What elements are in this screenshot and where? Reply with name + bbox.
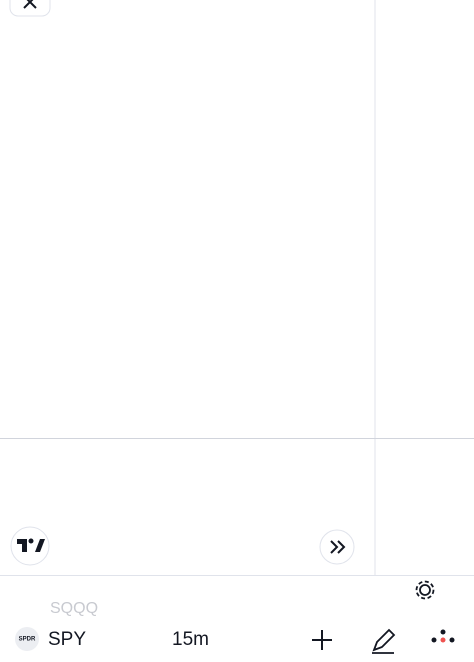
interval[interactable]: 15m: [172, 629, 209, 650]
toolbar: [0, 616, 474, 662]
tv-logo[interactable]: [10, 526, 50, 566]
add-button[interactable]: [312, 630, 332, 650]
symbol-logo: SPDR: [15, 627, 39, 651]
logo-text: SPDR: [19, 637, 36, 643]
more-button[interactable]: [431, 629, 455, 643]
watermark: SQQQ: [50, 600, 98, 617]
settings-button[interactable]: [415, 580, 435, 600]
symbol[interactable]: SPY: [48, 629, 86, 650]
scroll-to-realtime[interactable]: [319, 529, 355, 565]
close-button[interactable]: [9, 0, 51, 17]
draw-button[interactable]: [372, 628, 396, 654]
